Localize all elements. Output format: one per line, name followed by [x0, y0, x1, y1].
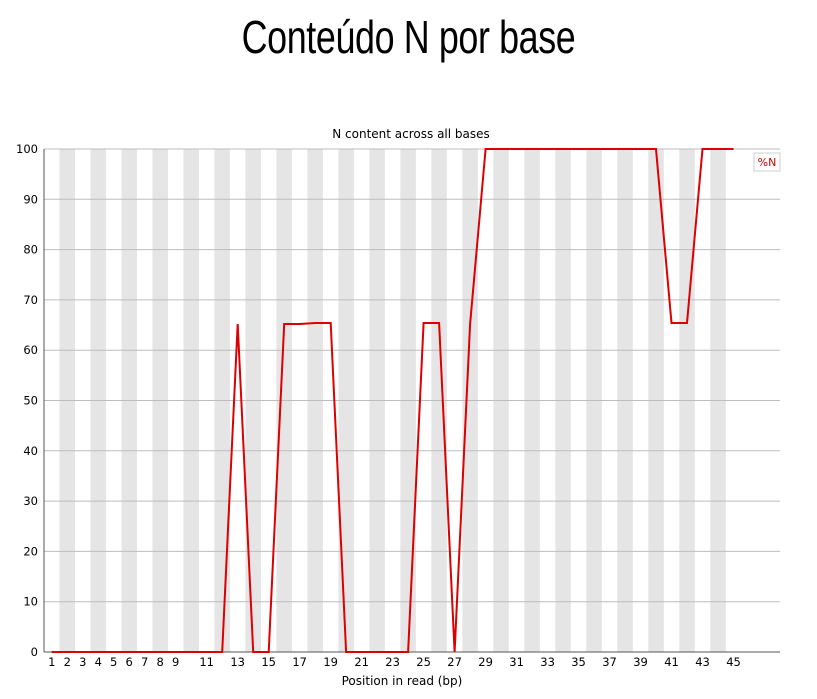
x-tick-15: 15 [261, 655, 276, 669]
x-tick-labels: 1 2 3 4 5 6 7 8 9 11 13 15 17 19 21 23 25 27 29 31 33 35 37 39 4… [48, 655, 741, 669]
slide-title: Conteúdo N por base [241, 11, 576, 63]
chart-title: N content across all bases [332, 127, 490, 141]
y-tick-50: 50 [23, 394, 38, 408]
legend-box [753, 152, 781, 172]
x-tick-41: 41 [664, 655, 679, 669]
x-tick-39: 39 [633, 655, 648, 669]
series-line-0 [51, 148, 734, 653]
y-tick-70: 70 [23, 293, 38, 307]
y-tick-labels: 0 10 20 30 40 50 60 70 80 90 100 [16, 142, 38, 659]
legend-entry-0: %N [758, 156, 777, 169]
gridlines [44, 148, 780, 653]
background-bands [59, 149, 726, 652]
x-tick-17: 17 [292, 655, 307, 669]
x-tick-29: 29 [478, 655, 493, 669]
y-tick-10: 10 [23, 595, 38, 609]
y-tick-0: 0 [31, 645, 38, 659]
x-tick-3: 3 [79, 655, 86, 669]
x-tick-4: 4 [95, 655, 102, 669]
y-tick-30: 30 [23, 494, 38, 508]
x-tick-35: 35 [571, 655, 586, 669]
x-tick-5: 5 [110, 655, 117, 669]
x-tick-27: 27 [447, 655, 462, 669]
x-tick-11: 11 [199, 655, 214, 669]
x-tick-33: 33 [540, 655, 555, 669]
x-tick-45: 45 [726, 655, 741, 669]
y-tick-90: 90 [23, 192, 38, 206]
x-tick-9: 9 [172, 655, 179, 669]
x-tick-21: 21 [354, 655, 369, 669]
y-tick-40: 40 [23, 444, 38, 458]
legend: %N [753, 152, 781, 172]
x-tick-19: 19 [323, 655, 338, 669]
x-tick-31: 31 [509, 655, 524, 669]
x-tick-2: 2 [64, 655, 71, 669]
x-tick-1: 1 [48, 655, 55, 669]
x-axis-label: Position in read (bp) [342, 674, 463, 688]
y-tick-100: 100 [16, 142, 38, 156]
x-tick-23: 23 [385, 655, 400, 669]
y-tick-20: 20 [23, 544, 38, 558]
y-tick-80: 80 [23, 243, 38, 257]
y-tick-60: 60 [23, 343, 38, 357]
x-tick-37: 37 [602, 655, 617, 669]
x-tick-13: 13 [230, 655, 245, 669]
x-tick-8: 8 [157, 655, 164, 669]
series-lines [51, 148, 734, 653]
x-tick-7: 7 [141, 655, 148, 669]
x-tick-43: 43 [695, 655, 710, 669]
x-tick-25: 25 [416, 655, 431, 669]
x-tick-6: 6 [126, 655, 133, 669]
